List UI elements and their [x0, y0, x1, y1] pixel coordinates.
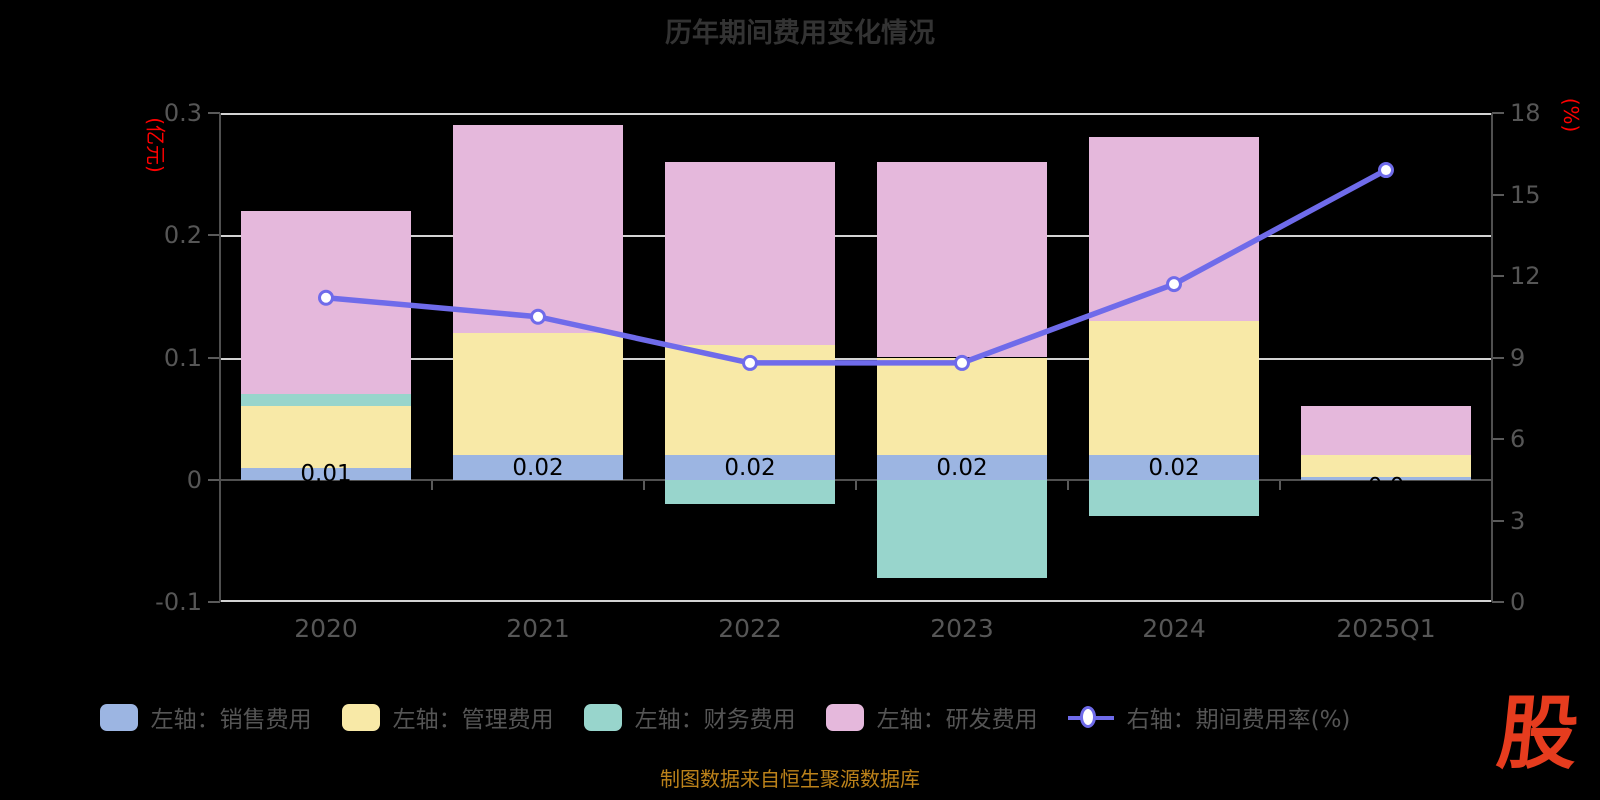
line-data-point[interactable] — [954, 354, 970, 371]
bar-segment[interactable] — [665, 455, 835, 480]
left-axis-tick-label: -0.1 — [155, 588, 202, 616]
left-axis-tick — [208, 112, 220, 114]
x-axis-tick — [431, 479, 433, 490]
legend-line-marker-icon — [1067, 704, 1114, 731]
bar-segment[interactable] — [1089, 455, 1259, 480]
line-data-point[interactable] — [1166, 276, 1182, 293]
bar-segment[interactable] — [877, 479, 1047, 578]
bar-segment[interactable] — [453, 125, 623, 334]
right-axis-tick-label: 15 — [1510, 180, 1541, 209]
x-axis-label-2021: 2021 — [506, 614, 570, 643]
x-axis-label-2020: 2020 — [294, 614, 358, 643]
right-axis-tick — [1492, 275, 1504, 277]
bar-segment[interactable] — [877, 357, 1047, 456]
legend-swatch-icon — [825, 703, 864, 731]
bar-segment[interactable] — [1301, 455, 1471, 478]
left-axis-tick — [208, 601, 220, 603]
right-axis-tick — [1492, 356, 1504, 359]
data-source-note: 制图数据来自恒生聚源数据库 — [660, 767, 920, 791]
legend-item-bar[interactable]: 左轴：管理费用 — [341, 700, 554, 734]
bar-segment[interactable] — [1301, 406, 1471, 456]
legend-item-bar[interactable]: 左轴：财务费用 — [583, 700, 796, 734]
bar-value-label: 0.0 — [1367, 473, 1405, 500]
x-axis-label-2023: 2023 — [930, 614, 994, 643]
x-axis-tick — [643, 479, 645, 490]
legend-label: 左轴：管理费用 — [392, 707, 554, 733]
right-axis-tick-label: 6 — [1510, 425, 1526, 453]
bar-segment[interactable] — [453, 455, 623, 480]
legend-label: 左轴：财务费用 — [634, 707, 796, 733]
line-data-point[interactable] — [742, 354, 758, 371]
bar-segment[interactable] — [453, 333, 623, 456]
gridline — [220, 235, 1492, 238]
right-axis-tick — [1492, 438, 1504, 440]
left-axis-tick — [208, 478, 220, 481]
legend-swatch-icon — [341, 703, 380, 731]
bar-segment[interactable] — [1089, 320, 1259, 456]
left-axis-tick-label: 0.1 — [163, 343, 202, 372]
x-axis-tick — [855, 479, 857, 490]
right-axis-tick — [1492, 519, 1504, 522]
left-axis-tick-label: 0.3 — [163, 99, 202, 127]
bar-value-label: 0.02 — [512, 454, 564, 481]
chart-legend: 左轴：销售费用 左轴：管理费用 左轴：财务费用 左轴：研发费用 右轴：期间费用率(%) — [0, 700, 1450, 734]
bar-value-label: 0.02 — [1148, 454, 1200, 481]
left-axis-tick-label: 0 — [186, 465, 202, 494]
rate-line-series — [318, 162, 1394, 371]
bar-segment[interactable] — [1089, 479, 1259, 517]
bar-value-label: 0.02 — [724, 454, 776, 481]
bar-segment[interactable] — [1301, 477, 1471, 480]
left-axis-line — [219, 113, 221, 602]
right-axis-tick — [1492, 112, 1504, 114]
bar-segment[interactable] — [665, 161, 835, 346]
right-axis-line — [1491, 113, 1493, 602]
right-axis-tick — [1492, 601, 1504, 603]
plot-area: 0.3 0.2 0.1 0 -0.1 18 15 12 9 6 3 0 2020 2021 2022 2023… — [155, 101, 1540, 643]
left-axis-tick — [208, 234, 220, 237]
right-axis-tick-label: 12 — [1510, 262, 1541, 290]
legend-label: 左轴：销售费用 — [150, 707, 312, 733]
chart-title: 历年期间费用变化情况 — [665, 18, 935, 49]
legend-item-bar[interactable]: 左轴：销售费用 — [99, 700, 312, 734]
line-data-point[interactable] — [318, 289, 334, 306]
x-axis-tick — [1279, 479, 1281, 490]
zero-axis-line — [220, 478, 1492, 481]
left-axis-tick-label: 0.2 — [163, 221, 202, 250]
line-data-point[interactable] — [530, 308, 546, 325]
stock-logo: 股 — [1493, 687, 1583, 780]
x-axis-tick — [1067, 479, 1069, 490]
x-axis-label-2025Q1: 2025Q1 — [1336, 614, 1436, 643]
right-axis-tick-label: 3 — [1510, 506, 1526, 535]
left-axis-tick — [208, 356, 220, 359]
bar-value-label: 0.01 — [300, 460, 352, 487]
legend-label: 右轴：期间费用率(%) — [1126, 707, 1351, 733]
gridline — [220, 113, 1492, 115]
right-axis-tick-label: 0 — [1510, 588, 1526, 616]
legend-item-bar[interactable]: 左轴：研发费用 — [825, 700, 1038, 734]
right-axis-tick-label: 18 — [1510, 99, 1541, 127]
bar-segment[interactable] — [877, 161, 1047, 358]
gridline — [220, 357, 1492, 360]
bar-segment[interactable] — [877, 455, 1047, 480]
x-axis-label-2022: 2022 — [718, 614, 782, 643]
line-data-point[interactable] — [1378, 162, 1394, 179]
right-axis-tick — [1492, 193, 1504, 196]
bar-value-label: 0.02 — [936, 454, 988, 481]
bar-segment[interactable] — [241, 406, 411, 468]
right-axis-tick-label: 9 — [1510, 343, 1526, 372]
right-axis-unit-label: (%) — [1559, 97, 1583, 133]
legend-label: 左轴：研发费用 — [876, 707, 1038, 733]
bar-segment[interactable] — [241, 394, 411, 407]
legend-swatch-icon — [99, 703, 138, 731]
bar-segment[interactable] — [665, 479, 835, 505]
gridline — [220, 600, 1492, 602]
bar-segment[interactable] — [241, 467, 411, 480]
line-path — [323, 167, 1389, 366]
x-axis-label-2024: 2024 — [1142, 614, 1206, 643]
legend-swatch-icon — [583, 703, 622, 731]
legend-item-rate-line[interactable]: 右轴：期间费用率(%) — [1067, 700, 1351, 734]
